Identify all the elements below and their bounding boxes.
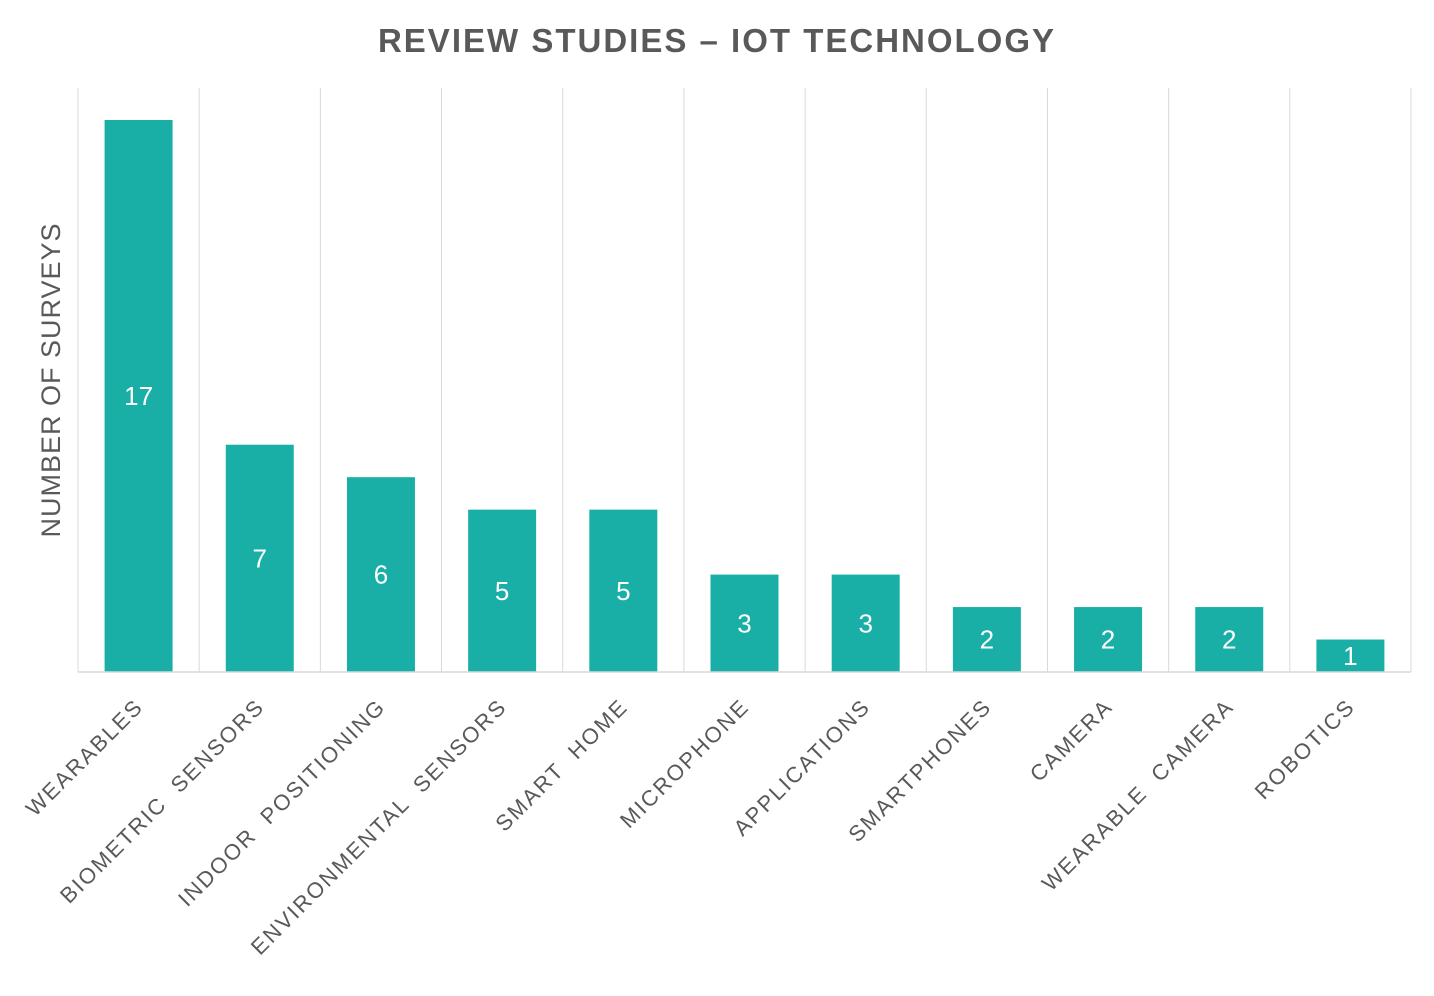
x-tick-label: BIOMETRIC SENSORS: [55, 694, 269, 908]
bar: [589, 509, 658, 672]
x-tick-label: MICROPHONE: [615, 694, 754, 833]
data-label: 2: [1222, 625, 1236, 655]
chart-title: REVIEW STUDIES – IOT TECHNOLOGY: [378, 22, 1056, 59]
data-label: 5: [495, 576, 509, 606]
data-label: 6: [374, 560, 388, 590]
gridlines: [77, 88, 1412, 672]
data-label: 3: [737, 608, 751, 638]
data-label: 2: [980, 625, 994, 655]
data-labels: 17 7 6 5 5 3 3 2 2 2 1: [124, 381, 1358, 671]
data-label: 17: [124, 381, 153, 411]
bar: [710, 574, 779, 672]
data-label: 3: [858, 608, 872, 638]
x-tick-label: ROBOTICS: [1250, 694, 1360, 804]
data-label: 2: [1101, 625, 1115, 655]
y-axis-label: NUMBER OF SURVEYS: [36, 222, 66, 537]
bars: [104, 120, 1385, 672]
data-label: 7: [253, 543, 267, 573]
x-tick-label: WEARABLE CAMERA: [1037, 694, 1239, 896]
x-tick-label: CAMERA: [1025, 694, 1118, 787]
bar: [346, 477, 415, 672]
bar: [1195, 607, 1264, 672]
bar: [1074, 607, 1143, 672]
data-label: 5: [616, 576, 630, 606]
data-label: 1: [1343, 641, 1357, 671]
x-tick-label: SMART HOME: [490, 694, 632, 836]
bar: [225, 444, 294, 672]
bar: [104, 120, 173, 672]
x-tick-label: WEARABLES: [21, 694, 148, 821]
bar: [952, 607, 1021, 672]
x-tick-label: ENVIRONMENTAL SENSORS: [246, 694, 512, 960]
bar: [831, 574, 900, 672]
x-tick-label: INDOOR POSITIONING: [173, 694, 390, 911]
bar: [468, 509, 537, 672]
bar: [1316, 639, 1385, 672]
